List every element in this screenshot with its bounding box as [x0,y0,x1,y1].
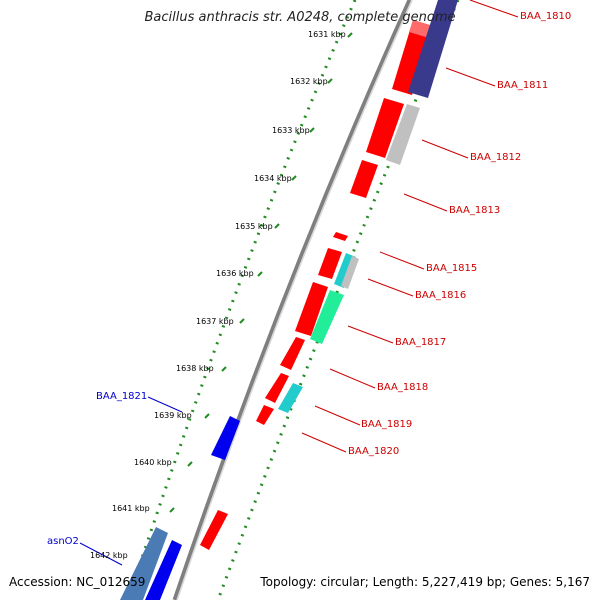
genome-title: Bacillus anthracis str. A0248, complete … [144,10,456,25]
gene-label[interactable]: BAA_1813 [449,205,501,216]
gene-block-1817 [295,282,328,336]
gene-block-1810 [392,20,433,95]
gene-block-1815b [334,253,359,289]
gene-block-1816 [318,248,342,279]
ruler-label: 1641 kbp [112,504,150,513]
gene-label[interactable]: BAA_1811 [497,80,549,91]
right-leader-lines [301,0,519,453]
gene-block-1812a [366,98,404,158]
gene-label[interactable]: asnO2 [47,536,79,547]
ruler-label: 1642 kbp [90,551,128,560]
ruler-label: 1639 kbp [154,411,192,420]
ruler-label: 1634 kbp [254,174,292,183]
ruler-label: 1635 kbp [235,222,273,231]
ruler-label: 1638 kbp [176,364,214,373]
gene-block-asnO2 [120,527,182,600]
gene-label[interactable]: BAA_1818 [377,382,429,393]
gene-block-1813 [350,160,378,198]
ruler-label: 1637 kbp [196,317,234,326]
gene-label[interactable]: BAA_1819 [361,419,413,430]
gene-block-1812b [386,104,420,165]
gene-label[interactable]: BAA_1812 [470,152,522,163]
gene-block-1819b [278,383,303,413]
outer-dotted-track [126,0,357,600]
left-leader-lines [79,396,183,566]
gene-label[interactable]: BAA_1821 [96,391,148,402]
gene-block-1821 [211,416,240,460]
gene-block-1819 [265,373,289,403]
genome-backbone [172,0,413,600]
gene-block-1817b [310,290,344,344]
gene-label[interactable]: BAA_1817 [395,337,447,348]
ruler-label: 1640 kbp [134,458,172,467]
ruler-label: 1633 kbp [272,126,310,135]
gene-block-1820 [256,405,274,425]
gene-block-1811 [408,0,458,98]
gene-block-1815 [333,232,348,241]
gene-label[interactable]: BAA_1820 [348,446,400,457]
ruler-label: 1636 kbp [216,269,254,278]
gene-block-lower [200,510,228,550]
gene-block-1818 [280,337,305,370]
gene-label[interactable]: BAA_1810 [520,11,572,22]
accession-text: Accession: NC_012659 [9,575,146,589]
ruler-label: 1632 kbp [290,77,328,86]
topology-text: Topology: circular; Length: 5,227,419 bp… [260,575,590,589]
gene-label[interactable]: BAA_1815 [426,263,478,274]
ruler-label: 1631 kbp [308,30,346,39]
gene-label[interactable]: BAA_1816 [415,290,467,301]
